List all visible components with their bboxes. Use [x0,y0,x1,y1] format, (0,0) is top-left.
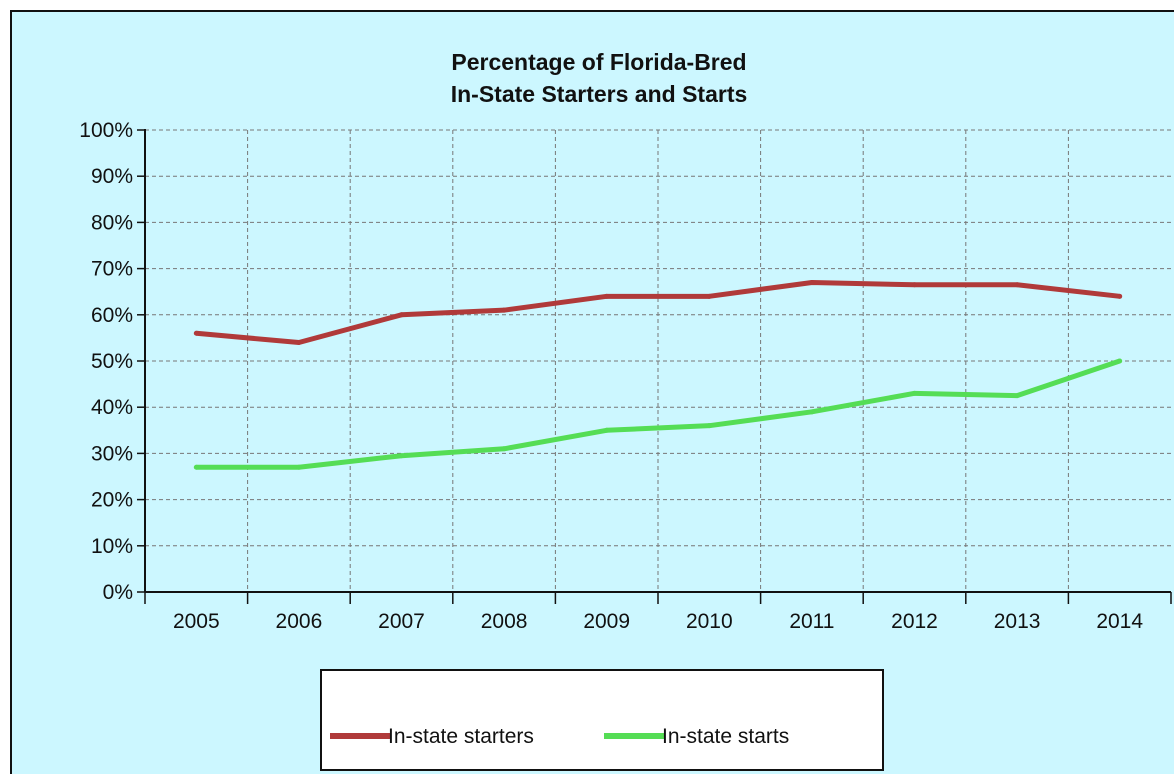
y-axis-tick-label: 50% [91,350,133,373]
data-point-in-state-starts [193,464,199,470]
data-point-in-state-starts [809,409,815,415]
y-axis-tick-label: 70% [91,258,133,281]
x-axis-tick-label: 2006 [276,610,323,633]
x-axis-tick-labels: 2005 2006 2007 2008 2009 2010 2011 2012 2013 2014 [173,610,1143,633]
series-line-in-state-starts [196,358,1121,470]
data-point-in-state-starts [912,390,917,396]
data-point-in-state-starters [809,279,815,285]
y-axis-tick-label: 30% [91,442,133,465]
x-axis-tick-label: 2013 [994,610,1041,633]
chart-frame: Percentage of Florida-Bred In-State Star… [10,10,1174,774]
y-axis-tick-label: 20% [91,489,133,512]
y-axis-tick-label: 100% [79,119,133,142]
data-point-in-state-starters [501,307,507,313]
data-point-in-state-starters [399,312,404,318]
data-point-in-state-starters [706,293,712,299]
legend-label-in-state-starters: In-state starters [388,725,534,748]
chart-title-line-1: Percentage of Florida-Bred [451,49,746,75]
x-axis-tick-label: 2014 [1096,610,1143,633]
axes [137,129,1172,604]
x-axis-tick-label: 2011 [789,610,834,633]
y-axis-tick-label: 40% [91,396,133,419]
y-axis-tick-labels: 0% 10% 20% 30% 40% 50% 60% 70% 80% 90% 100% [79,119,133,604]
data-point-in-state-starters [604,293,610,299]
chart-title-line-2: In-State Starters and Starts [451,81,748,107]
data-point-in-state-starters [1117,293,1123,299]
y-axis-tick-label: 10% [91,535,133,558]
x-axis-tick-label: 2007 [378,610,425,633]
data-point-in-state-starts [604,427,610,433]
gridlines [145,129,1171,592]
data-point-in-state-starts [1014,393,1020,399]
y-axis-tick-label: 80% [91,211,133,234]
y-axis-tick-label: 0% [103,581,133,604]
data-point-in-state-starts [501,446,507,452]
data-point-in-state-starters [912,282,917,288]
line-chart: Percentage of Florida-Bred In-State Star… [12,12,1174,774]
legend-box [320,669,884,771]
x-axis-tick-label: 2008 [481,610,528,633]
data-point-in-state-starts [706,423,712,429]
y-axis-tick-label: 90% [91,165,133,188]
legend-label-in-state-starts: In-state starts [662,725,789,748]
x-axis-tick-label: 2009 [583,610,630,633]
data-point-in-state-starters [1014,282,1020,288]
x-axis-tick-label: 2005 [173,610,220,633]
x-axis-tick-label: 2012 [891,610,938,633]
data-point-in-state-starts [296,464,302,470]
series-line-in-state-starters [196,279,1120,346]
x-axis-tick-label: 2010 [686,610,733,633]
data-point-in-state-starters [193,330,199,336]
data-point-in-state-starters [296,340,302,346]
data-point-in-state-starts [1117,358,1123,364]
legend: In-state starters In-state starts [320,669,884,771]
y-axis-tick-label: 60% [91,304,133,327]
data-series [193,279,1123,470]
data-point-in-state-starts [399,453,404,459]
